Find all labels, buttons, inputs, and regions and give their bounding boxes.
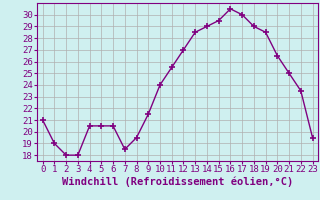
X-axis label: Windchill (Refroidissement éolien,°C): Windchill (Refroidissement éolien,°C) bbox=[62, 177, 293, 187]
